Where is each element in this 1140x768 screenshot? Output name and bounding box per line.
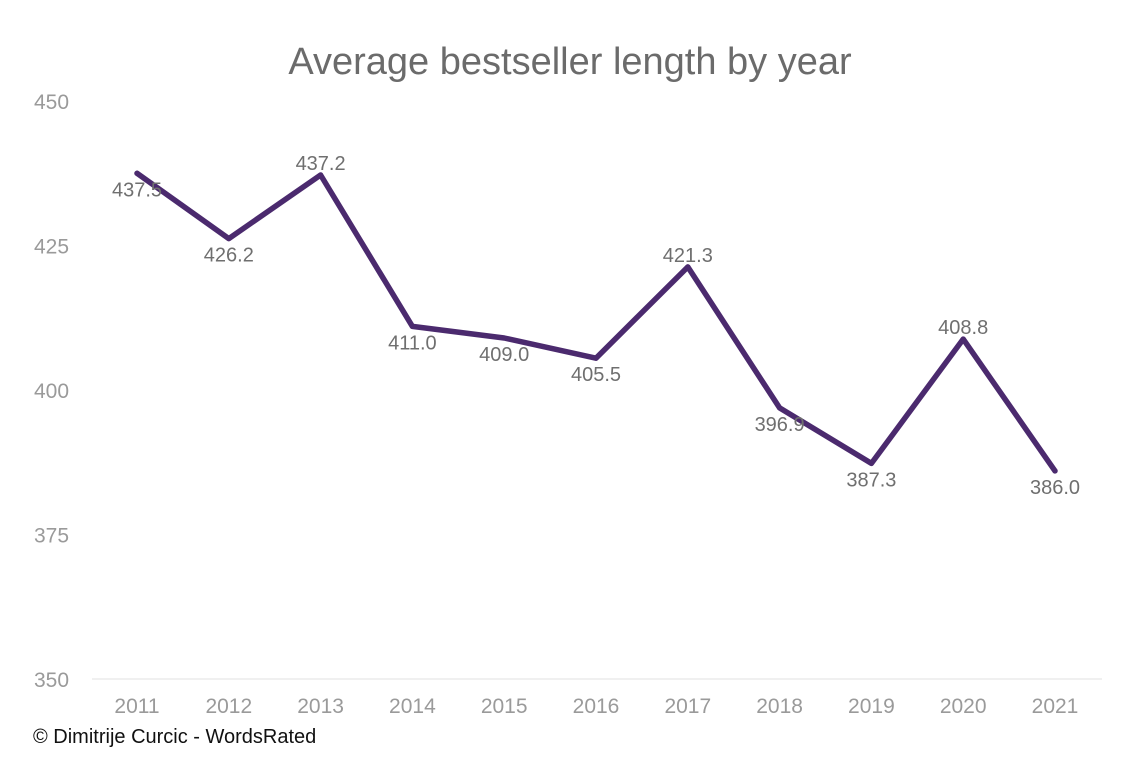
y-tick-label: 450 — [34, 91, 69, 114]
x-tick-label: 2011 — [114, 695, 159, 718]
x-tick-label: 2012 — [205, 695, 252, 718]
x-tick-label: 2021 — [1032, 695, 1079, 718]
series-group — [134, 170, 1058, 474]
y-axis: 350 375 400 425 450 — [34, 91, 69, 692]
data-point — [1052, 468, 1058, 474]
x-tick-label: 2017 — [664, 695, 711, 718]
data-label: 421.3 — [663, 245, 713, 267]
x-axis: 2011 2012 2013 2014 2015 2016 2017 2018 2019 2020… — [114, 695, 1078, 718]
data-point — [318, 172, 324, 178]
data-point — [226, 236, 232, 242]
y-tick-label: 375 — [34, 525, 69, 548]
x-tick-label: 2020 — [940, 695, 987, 718]
data-point — [501, 335, 507, 341]
data-point — [593, 355, 599, 361]
data-point — [960, 336, 966, 342]
data-label: 426.2 — [204, 245, 254, 267]
data-label: 437.2 — [296, 153, 346, 175]
data-label: 409.0 — [479, 344, 529, 366]
data-point — [777, 405, 783, 411]
x-tick-label: 2018 — [756, 695, 803, 718]
data-label: 386.0 — [1030, 477, 1080, 499]
data-label: 411.0 — [388, 332, 437, 354]
x-tick-label: 2013 — [297, 695, 344, 718]
data-labels: 437.5 426.2 437.2 411.0 409.0 405.5 421.3 396.9… — [112, 153, 1080, 499]
chart-title: Average bestseller length by year — [288, 41, 852, 83]
y-tick-label: 425 — [34, 236, 69, 259]
data-point — [134, 170, 140, 176]
data-label: 437.5 — [112, 179, 162, 201]
x-tick-label: 2016 — [573, 695, 620, 718]
data-label: 396.9 — [755, 414, 805, 436]
data-label: 405.5 — [571, 364, 621, 386]
data-point — [685, 264, 691, 270]
data-label: 408.8 — [938, 317, 988, 339]
data-point — [409, 323, 415, 329]
y-tick-label: 350 — [34, 669, 69, 692]
x-tick-label: 2019 — [848, 695, 895, 718]
data-point — [868, 460, 874, 466]
y-tick-label: 400 — [34, 380, 69, 403]
x-tick-label: 2014 — [389, 695, 436, 718]
credit-text: © Dimitrije Curcic - WordsRated — [33, 726, 317, 748]
data-label: 387.3 — [846, 469, 896, 491]
x-tick-label: 2015 — [481, 695, 528, 718]
series-line — [134, 170, 1058, 474]
